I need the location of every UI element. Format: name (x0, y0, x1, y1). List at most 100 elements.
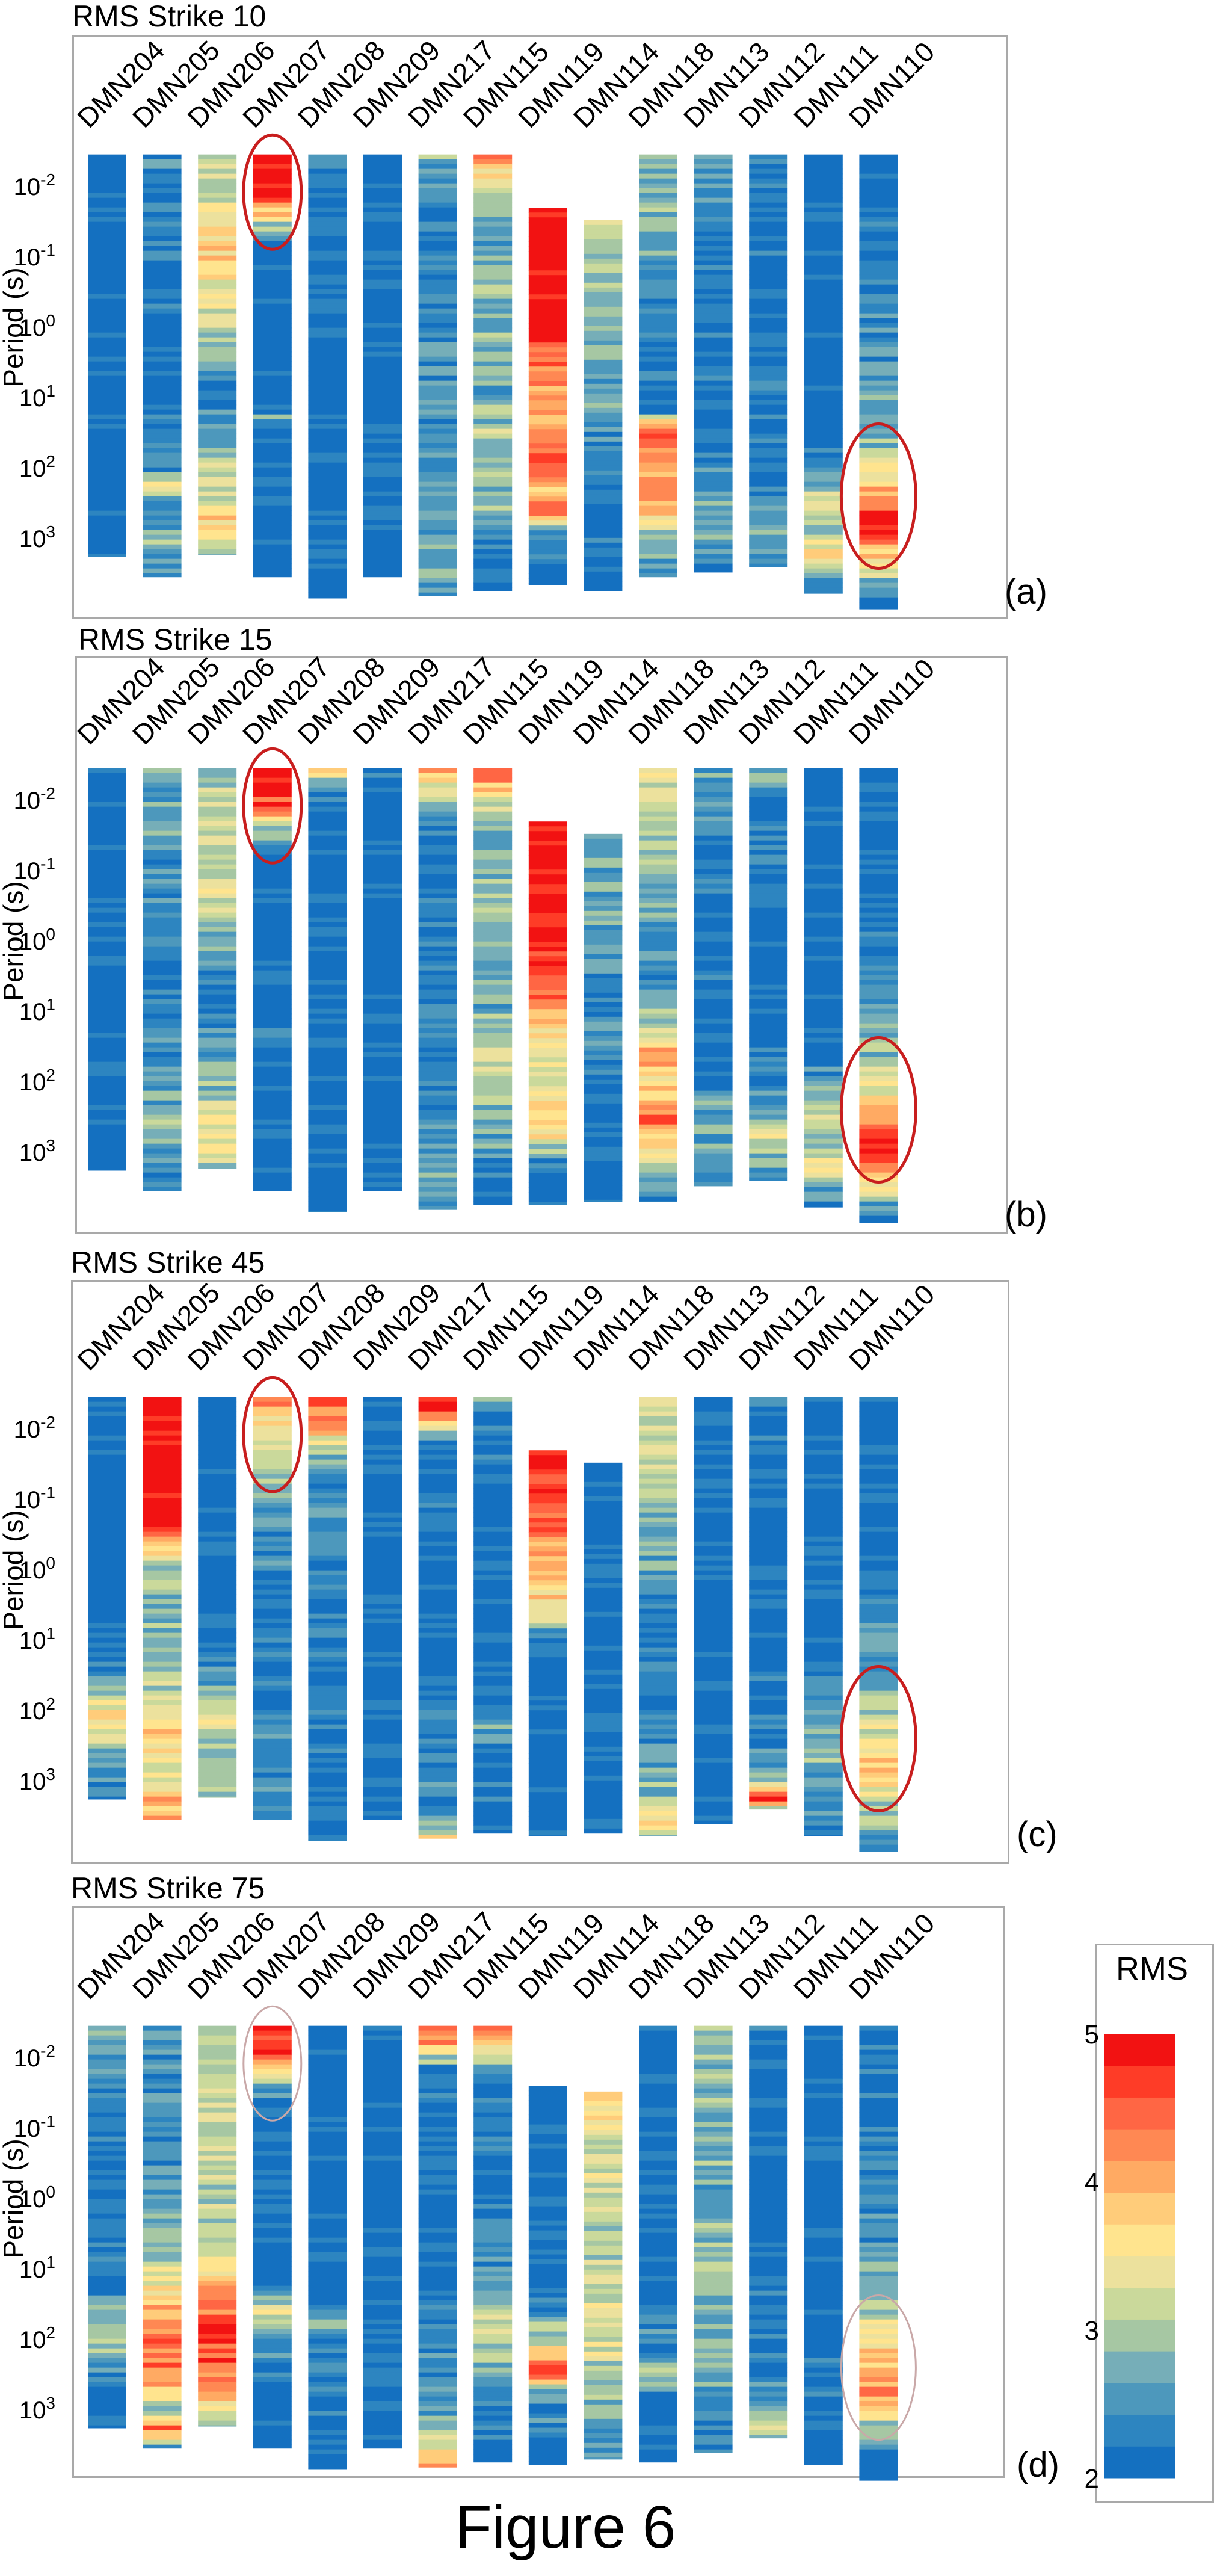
rms-band (694, 1729, 733, 1735)
rms-band (143, 1782, 182, 1788)
rms-band (859, 816, 898, 822)
rms-band (253, 452, 292, 459)
rms-band (143, 1163, 182, 1169)
rms-band (859, 1787, 898, 1793)
rms-band (804, 970, 843, 976)
rms-band (88, 903, 126, 909)
rms-band (198, 1512, 237, 1518)
rms-band (804, 989, 843, 995)
rms-band (143, 806, 182, 812)
rms-band (418, 2045, 457, 2051)
rms-band (859, 893, 898, 899)
rms-band (804, 1033, 843, 1039)
rms-band (804, 1493, 843, 1499)
rms-band (804, 826, 843, 832)
y-tick-label: 103 (19, 2394, 55, 2424)
rms-band (749, 452, 788, 459)
rms-band (639, 1047, 677, 1053)
rms-band (694, 274, 733, 280)
rms-band (473, 1493, 513, 1499)
rms-band (528, 2461, 567, 2465)
rms-band (253, 217, 292, 223)
rms-band (88, 2208, 126, 2214)
rms-band (88, 1628, 126, 1634)
rms-band (528, 443, 567, 449)
rms-band (639, 1599, 677, 1605)
rms-band (418, 2083, 457, 2089)
rms-band (528, 540, 567, 545)
rms-band (308, 534, 347, 540)
rms-band (418, 294, 457, 300)
rms-band (88, 337, 126, 343)
rms-band (473, 2208, 513, 2214)
rms-band (639, 1820, 677, 1826)
rms-band (308, 2170, 347, 2176)
rms-band (584, 1602, 623, 1608)
rms-band (253, 1421, 292, 1427)
rms-band (308, 1469, 347, 1475)
rms-band (859, 241, 898, 247)
station-column (308, 154, 347, 599)
rms-band (473, 2088, 513, 2094)
rms-band (804, 375, 843, 381)
rms-band (253, 1753, 292, 1759)
rms-band (198, 154, 237, 160)
rms-band (694, 342, 733, 348)
rms-band (859, 917, 898, 923)
rms-band (88, 1613, 126, 1619)
rms-band (308, 428, 347, 434)
rms-band (308, 2242, 347, 2248)
rms-band (198, 544, 237, 550)
rms-band (804, 202, 843, 208)
rms-band (804, 279, 843, 285)
rms-band (88, 1134, 126, 1140)
rms-band (198, 371, 237, 377)
rms-band (859, 970, 898, 976)
rms-band (859, 1700, 898, 1706)
rms-band (308, 2247, 347, 2253)
rms-band (88, 472, 126, 478)
rms-band (253, 1105, 292, 1111)
rms-band (804, 1464, 843, 1470)
rms-band (418, 419, 457, 425)
rms-band (253, 1796, 292, 1802)
rms-band (694, 1815, 733, 1821)
rms-band (143, 2372, 182, 2378)
rms-band (198, 2252, 237, 2258)
rms-band (528, 424, 567, 430)
rms-band (308, 1681, 347, 1687)
rms-band (198, 2078, 237, 2084)
rms-band (694, 826, 733, 832)
rms-band (584, 2312, 623, 2318)
rms-band (418, 2415, 457, 2421)
rms-band (639, 1830, 677, 1836)
rms-band (584, 2250, 623, 2256)
rms-band (639, 433, 677, 439)
rms-band (88, 313, 126, 319)
rms-band (418, 984, 457, 990)
rms-band (143, 2362, 182, 2368)
rms-band (308, 2064, 347, 2070)
rms-band (253, 2401, 292, 2407)
rms-band (694, 294, 733, 300)
rms-band (198, 2372, 237, 2378)
rms-band (804, 927, 843, 933)
rms-band (749, 984, 788, 990)
rms-band (198, 830, 237, 836)
rms-band (639, 1397, 677, 1403)
rms-band (859, 999, 898, 1005)
rms-band (253, 792, 292, 798)
rms-band (143, 773, 182, 779)
rms-band (694, 1801, 733, 1807)
rms-band (363, 347, 402, 353)
rms-band (584, 1592, 623, 1598)
rms-band (88, 168, 126, 175)
rms-band (639, 496, 677, 502)
rms-band (253, 1743, 292, 1749)
rms-band (528, 2100, 567, 2106)
station-column (749, 154, 788, 567)
rms-band (198, 1661, 237, 1667)
rms-band (363, 816, 402, 822)
rms-band (528, 1787, 567, 1793)
rms-band (694, 1425, 733, 1432)
